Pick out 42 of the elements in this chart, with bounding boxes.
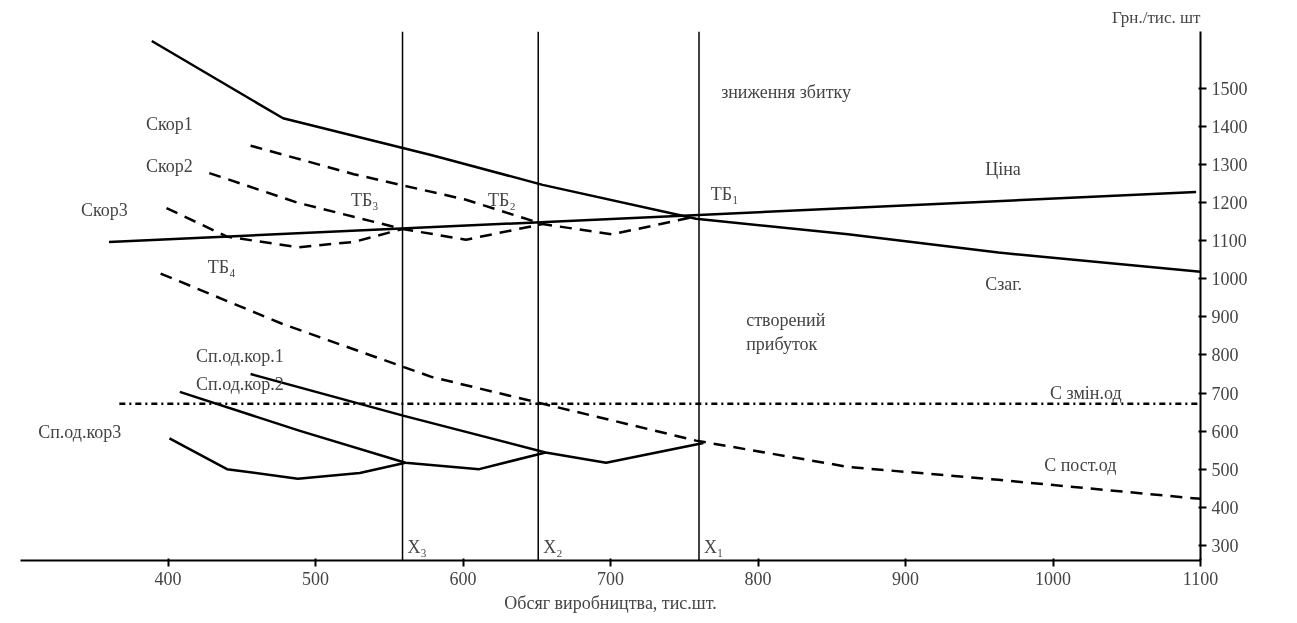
annotation: ТБ₃ xyxy=(350,189,379,210)
y-tick-label: 600 xyxy=(1211,421,1239,442)
annotation: Сп.од.кор3 xyxy=(38,422,122,443)
x-axis-title: Обсяг виробництва, тис.шт. xyxy=(504,592,717,613)
x-tick-label: 1000 xyxy=(1035,568,1071,589)
x-tick-label: 500 xyxy=(302,568,329,589)
y-tick-label: 500 xyxy=(1211,459,1239,480)
annotation: Сп.од.кор.1 xyxy=(196,346,284,367)
ref-line-label: X₂ xyxy=(543,536,563,557)
y-tick-label: 1200 xyxy=(1211,193,1248,214)
annotation: С пост.од xyxy=(1044,455,1117,476)
x-tick-label: 900 xyxy=(892,568,919,589)
y-tick-label: 1400 xyxy=(1211,117,1248,138)
y-tick-label: 300 xyxy=(1211,535,1239,556)
ref-line-label: X₃ xyxy=(407,536,427,557)
annotation: зниження збитку xyxy=(721,82,851,103)
y-tick-label: 800 xyxy=(1211,345,1239,366)
y-axis-title: Грн./тис. шт xyxy=(1112,7,1202,27)
x-tick-label: 800 xyxy=(744,568,772,589)
x-tick-label: 1100 xyxy=(1182,568,1219,589)
annotation: Скор1 xyxy=(145,113,193,134)
annotation: ТБ₄ xyxy=(207,257,236,278)
y-tick-label: 1100 xyxy=(1211,231,1247,252)
annotation: Скор2 xyxy=(145,155,193,176)
annotation: ТБ₂ xyxy=(488,189,516,210)
y-tick-label: 900 xyxy=(1211,307,1239,328)
annotation: Сзаг. xyxy=(985,274,1023,295)
annotation: створений прибуток xyxy=(746,310,826,355)
ref-line-label: X₁ xyxy=(704,536,724,557)
x-tick-label: 700 xyxy=(597,568,624,589)
annotation: С змін.од xyxy=(1050,383,1122,404)
y-tick-label: 400 xyxy=(1211,497,1239,518)
annotation: Ціна xyxy=(985,158,1021,179)
x-tick-label: 400 xyxy=(154,568,182,589)
y-tick-label: 1500 xyxy=(1211,79,1248,100)
x-tick-label: 600 xyxy=(449,568,477,589)
annotation: Скор3 xyxy=(80,199,128,220)
annotation: ТБ₁ xyxy=(710,184,739,205)
y-tick-label: 1000 xyxy=(1211,269,1248,290)
annotation: Сп.од.кор.2 xyxy=(196,373,284,394)
y-tick-label: 700 xyxy=(1211,383,1239,404)
y-tick-label: 1300 xyxy=(1211,155,1248,176)
